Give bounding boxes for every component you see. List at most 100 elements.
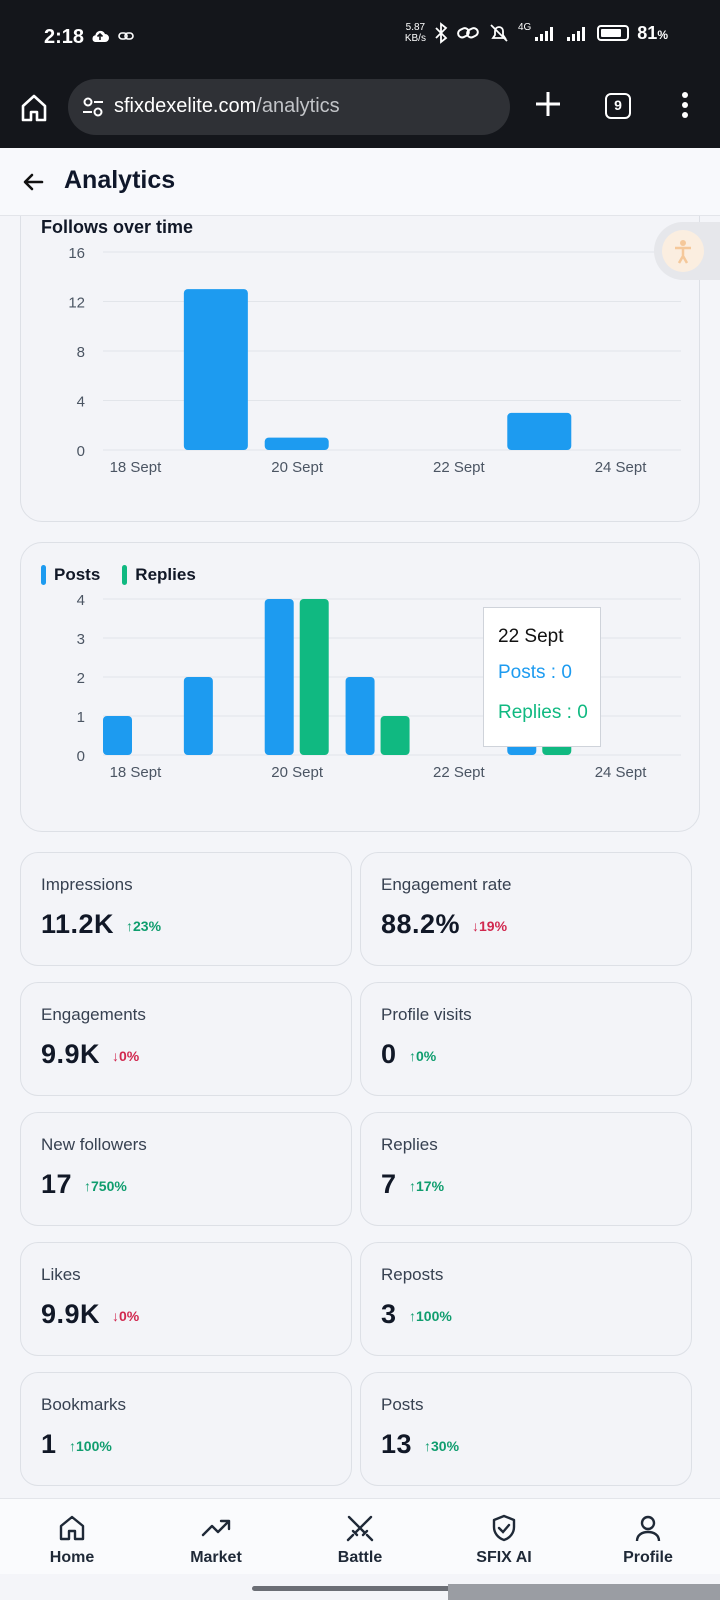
follows-chart-card: Follows over time 0 4 8 12 16 18 Sept 20 Sept 2…: [20, 216, 700, 522]
stat-change: ↑100%: [69, 1438, 112, 1454]
shield-check-icon: [492, 1514, 516, 1542]
chart-legend: Posts Replies: [41, 565, 196, 585]
bar: [299, 599, 329, 755]
arrow-up-icon: ↑: [409, 1178, 416, 1194]
arrow-up-icon: ↑: [69, 1438, 76, 1454]
bar: [183, 289, 248, 450]
stat-change: ↓0%: [112, 1048, 139, 1064]
stat-change-value: 30%: [431, 1438, 460, 1454]
stat-value: 9.9K: [41, 1039, 101, 1069]
gesture-handle[interactable]: [252, 1586, 468, 1591]
y-tick-label: 1: [77, 709, 85, 726]
tab-switcher-button[interactable]: 9: [605, 93, 631, 119]
y-tick-label: 16: [68, 245, 85, 262]
stat-change-value: 100%: [416, 1308, 452, 1324]
analytics-content[interactable]: Follows over time 0 4 8 12 16 18 Sept 20 Sept 2…: [0, 216, 720, 1498]
nav-label: SFIX AI: [476, 1549, 532, 1566]
x-tick-label: 22 Sept: [433, 764, 486, 781]
stat-label: Profile visits: [381, 1005, 472, 1024]
nav-profile[interactable]: Profile: [576, 1499, 720, 1574]
cloud-upload-icon: [92, 30, 109, 42]
legend-replies[interactable]: Replies: [122, 565, 196, 585]
nav-market[interactable]: Market: [144, 1499, 288, 1574]
trending-up-icon: [201, 1519, 231, 1537]
x-tick-label: 20 Sept: [271, 764, 324, 781]
app-header: Analytics: [0, 148, 720, 216]
address-bar[interactable]: sfixdexelite.com/analytics: [68, 79, 510, 135]
link-icon: [118, 32, 134, 40]
stat-value: 11.2K: [41, 909, 115, 939]
crossed-swords-icon: [346, 1515, 374, 1542]
chart-title: Follows over time: [41, 217, 194, 237]
browser-toolbar: sfixdexelite.com/analytics 9: [0, 74, 720, 148]
stat-value: 13: [381, 1429, 413, 1459]
y-tick-label: 8: [77, 344, 85, 361]
site-settings-icon[interactable]: [82, 96, 104, 118]
stat-change: ↑23%: [126, 918, 161, 934]
nav-label: Market: [190, 1549, 242, 1566]
bar: [380, 716, 410, 755]
y-tick-label: 4: [77, 592, 85, 609]
stat-change: ↑750%: [84, 1178, 127, 1194]
y-tick-label: 3: [77, 631, 85, 648]
person-icon: [635, 1515, 661, 1542]
arrow-up-icon: ↑: [126, 918, 133, 934]
nav-battle[interactable]: Battle: [288, 1499, 432, 1574]
stat-card: New followers 17 ↑750%: [20, 1112, 352, 1226]
stat-change-value: 19%: [479, 918, 508, 934]
url-text[interactable]: sfixdexelite.com/analytics: [114, 95, 340, 118]
stat-label: Posts: [381, 1395, 424, 1414]
nav-home[interactable]: Home: [0, 1499, 144, 1574]
nav-label: Profile: [623, 1549, 673, 1566]
stat-value: 9.9K: [41, 1299, 101, 1329]
stat-label: Engagement rate: [381, 875, 512, 894]
y-tick-label: 0: [77, 748, 85, 765]
stat-card: Engagements 9.9K ↓0%: [20, 982, 352, 1096]
stat-value: 0: [381, 1039, 397, 1069]
nav-label: Home: [49, 1549, 95, 1566]
arrow-down-icon: ↓: [472, 918, 479, 934]
signal-icon: [535, 27, 554, 41]
stat-card: Posts 13 ↑30%: [360, 1372, 692, 1486]
stat-value: 1: [41, 1429, 57, 1459]
stat-change: ↑30%: [424, 1438, 459, 1454]
bar: [183, 677, 213, 755]
bar: [264, 599, 294, 755]
accessibility-icon: [675, 240, 691, 264]
home-icon: [59, 1515, 85, 1541]
legend-label: Replies: [135, 565, 196, 584]
x-tick-label: 24 Sept: [595, 764, 648, 781]
nav-sfix-ai[interactable]: SFIX AI: [432, 1499, 576, 1574]
new-tab-icon[interactable]: [533, 89, 563, 119]
stat-label: Impressions: [41, 875, 133, 894]
browser-home-icon[interactable]: [18, 92, 50, 124]
legend-posts[interactable]: Posts: [41, 565, 100, 585]
stat-change-value: 0%: [119, 1308, 140, 1324]
arrow-up-icon: ↑: [84, 1178, 91, 1194]
x-tick-label: 24 Sept: [595, 459, 648, 476]
stat-label: Replies: [381, 1135, 438, 1154]
stat-label: Engagements: [41, 1005, 146, 1024]
tooltip-posts: Posts : 0: [498, 662, 572, 683]
more-menu-icon[interactable]: [680, 92, 690, 122]
stat-change: ↑17%: [409, 1178, 444, 1194]
chart-tooltip: 22 Sept Posts : 0 Replies : 0: [483, 607, 601, 747]
net-speed-unit: KB/s: [404, 33, 426, 44]
follows-chart: 0 4 8 12 16 18 Sept 20 Sept 22 Sept 24 Sept: [68, 245, 681, 476]
stat-card: Replies 7 ↑17%: [360, 1112, 692, 1226]
stat-card: Engagement rate 88.2% ↓19%: [360, 852, 692, 966]
arrow-up-icon: ↑: [409, 1308, 416, 1324]
legend-swatch-posts: [41, 565, 46, 585]
back-arrow-icon[interactable]: [20, 168, 48, 196]
x-tick-label: 22 Sept: [433, 459, 486, 476]
y-tick-label: 4: [77, 394, 85, 411]
bar: [103, 716, 132, 755]
stat-label: New followers: [41, 1135, 147, 1154]
bluetooth-icon: [435, 22, 448, 44]
accessibility-button[interactable]: [654, 222, 720, 280]
bottom-nav: Home Market Battle SFIX AI Profile: [0, 1498, 720, 1574]
stat-change-value: 100%: [76, 1438, 112, 1454]
tooltip-title: 22 Sept: [498, 626, 564, 647]
bar: [507, 412, 572, 450]
bar: [345, 677, 375, 755]
